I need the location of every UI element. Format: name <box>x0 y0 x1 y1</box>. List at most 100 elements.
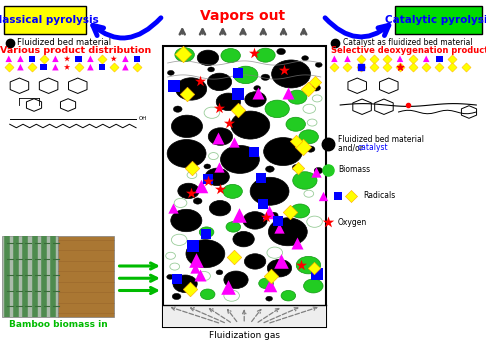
Point <box>205 176 212 182</box>
Circle shape <box>307 119 317 126</box>
Point <box>196 79 204 84</box>
Point <box>133 64 141 70</box>
Circle shape <box>175 48 194 62</box>
Bar <box>163 304 326 327</box>
Circle shape <box>269 212 278 218</box>
Circle shape <box>312 95 322 102</box>
Point <box>292 138 299 144</box>
Circle shape <box>168 70 174 75</box>
Point <box>110 56 118 62</box>
Point <box>422 64 430 70</box>
Point <box>122 56 129 62</box>
Circle shape <box>187 172 197 178</box>
FancyBboxPatch shape <box>395 6 482 34</box>
Point <box>449 56 456 62</box>
Point <box>190 243 197 249</box>
Point <box>370 64 378 70</box>
Circle shape <box>221 146 260 174</box>
Circle shape <box>223 184 243 198</box>
Circle shape <box>267 247 282 258</box>
Circle shape <box>302 56 309 61</box>
Circle shape <box>256 48 275 62</box>
Point <box>449 64 456 70</box>
Point <box>294 165 302 171</box>
Circle shape <box>173 275 197 293</box>
Point <box>324 219 332 225</box>
Point <box>275 226 282 231</box>
Point <box>196 272 204 278</box>
Circle shape <box>231 111 270 139</box>
Text: OH: OH <box>139 117 147 121</box>
Point <box>330 56 338 62</box>
Text: Bamboo biomass in: Bamboo biomass in <box>9 320 108 329</box>
Point <box>110 64 118 70</box>
Point <box>254 90 261 95</box>
Circle shape <box>226 222 241 232</box>
Point <box>311 79 319 85</box>
Point <box>204 178 212 184</box>
Point <box>234 92 242 97</box>
Circle shape <box>172 293 181 300</box>
Point <box>214 135 222 141</box>
Point <box>234 107 242 112</box>
Point <box>230 254 238 260</box>
Point <box>235 212 243 218</box>
Circle shape <box>266 296 273 301</box>
Point <box>234 70 242 76</box>
Circle shape <box>216 270 223 275</box>
Circle shape <box>204 107 220 118</box>
Point <box>63 56 71 62</box>
Text: Vapors out: Vapors out <box>200 9 286 23</box>
Circle shape <box>209 201 231 216</box>
Point <box>225 284 232 289</box>
Bar <box>2 236 58 317</box>
Point <box>267 273 275 279</box>
FancyArrowPatch shape <box>325 18 389 37</box>
Point <box>396 64 404 70</box>
Point <box>174 276 181 281</box>
Circle shape <box>281 290 295 301</box>
Circle shape <box>197 50 219 65</box>
Circle shape <box>167 140 206 168</box>
Point <box>344 56 351 62</box>
Text: catalyst: catalyst <box>358 143 388 152</box>
Circle shape <box>250 177 289 205</box>
Circle shape <box>171 209 202 232</box>
Circle shape <box>303 104 315 113</box>
Text: Fluidized bed material: Fluidized bed material <box>338 135 424 145</box>
Circle shape <box>200 289 215 300</box>
Point <box>280 67 288 73</box>
Circle shape <box>315 62 322 67</box>
Point <box>5 56 13 62</box>
Point <box>225 120 233 125</box>
Circle shape <box>261 74 270 81</box>
Circle shape <box>233 231 254 247</box>
Point <box>357 64 364 70</box>
Point <box>216 186 224 192</box>
Circle shape <box>174 106 182 112</box>
Circle shape <box>307 216 322 227</box>
Point <box>52 56 59 62</box>
Point <box>334 193 342 199</box>
Point <box>40 56 48 62</box>
Point <box>312 169 320 175</box>
Point <box>313 272 321 277</box>
Point <box>262 214 270 219</box>
Circle shape <box>245 92 266 107</box>
Point <box>330 64 338 70</box>
Point <box>357 64 364 70</box>
Point <box>87 64 94 70</box>
Point <box>230 139 238 145</box>
Point <box>75 56 83 62</box>
Circle shape <box>186 240 225 268</box>
Circle shape <box>172 115 203 138</box>
Point <box>186 286 193 292</box>
Point <box>409 56 417 62</box>
Circle shape <box>296 256 321 274</box>
Circle shape <box>199 227 214 237</box>
Circle shape <box>272 60 311 88</box>
Circle shape <box>306 146 315 152</box>
Point <box>184 91 191 97</box>
Point <box>299 145 307 150</box>
FancyArrowPatch shape <box>93 18 161 38</box>
